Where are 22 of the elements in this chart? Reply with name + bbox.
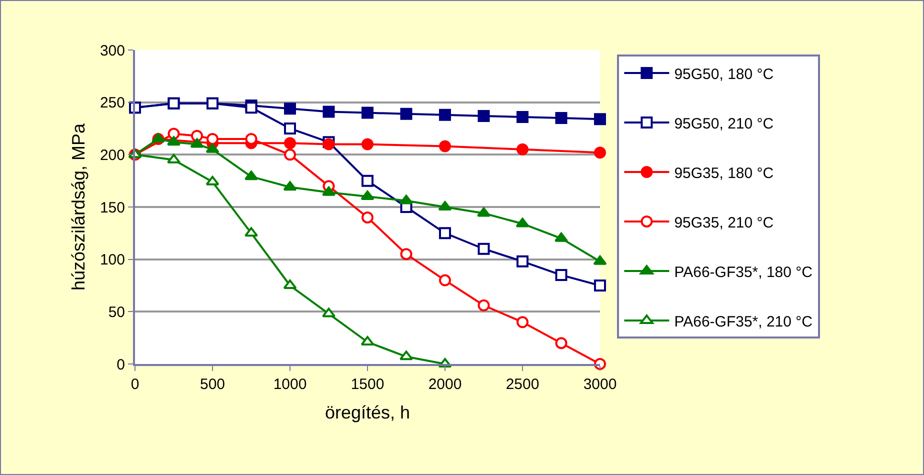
y-tick-label: 250 — [100, 94, 125, 112]
y-axis-title: húzószilárdság, MPa — [68, 122, 89, 291]
x-tick-label: 1000 — [273, 376, 307, 393]
y-tick-label: 150 — [100, 199, 125, 216]
x-tick-label: 3000 — [583, 376, 617, 393]
legend-label: PA66-GF35*, 210 °C — [674, 313, 813, 330]
legend-label: 95G50, 180 °C — [674, 66, 774, 83]
x-tick-label: 0 — [130, 376, 140, 393]
legend-label: 95G50, 210 °C — [674, 115, 774, 132]
legend-label: PA66-GF35*, 180 °C — [674, 264, 813, 281]
x-tick-label: 2500 — [506, 376, 540, 393]
y-tick-label: 100 — [100, 252, 125, 269]
x-tick-label: 500 — [200, 376, 226, 393]
x-axis-title: öregítés, h — [324, 402, 410, 423]
legend-label: 95G35, 180 °C — [674, 164, 774, 182]
y-tick-label: 0 — [116, 356, 125, 374]
legend-label: 95G35, 210 °C — [674, 214, 774, 232]
x-tick-label: 2000 — [428, 376, 462, 393]
y-tick-label: 300 — [100, 42, 125, 60]
x-tick-label: 1500 — [350, 376, 384, 393]
y-tick-label: 200 — [100, 146, 125, 164]
y-tick-label: 50 — [108, 304, 125, 321]
